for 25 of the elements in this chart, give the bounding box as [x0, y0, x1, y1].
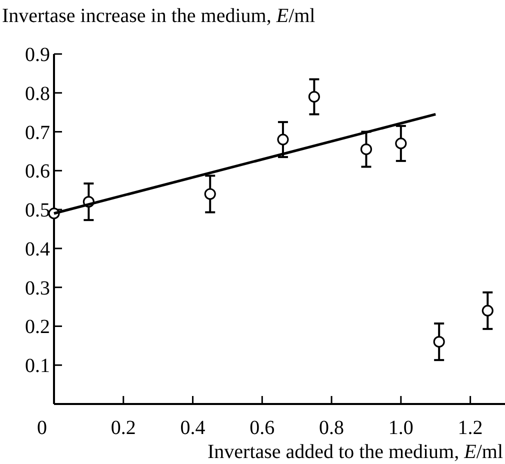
y-tick-label: 0.8 [25, 82, 50, 105]
x-tick-label: 0.4 [180, 417, 206, 439]
point [277, 134, 289, 146]
y-tick-label: 0.2 [25, 316, 50, 338]
x-tick-label: 1.2 [458, 417, 483, 439]
point [360, 143, 372, 156]
point [204, 188, 216, 200]
y-tick-label: 0.5 [25, 200, 50, 222]
y-tick-label: 0.6 [25, 160, 50, 183]
x-tick-label: 0.8 [319, 417, 344, 439]
y-tick-label: 0.3 [25, 277, 50, 300]
y-tick-label: 0.9 [25, 44, 50, 66]
x-tick-label: 0 [37, 417, 47, 439]
y-tick-label: 0.7 [25, 122, 50, 144]
x-axis-title: Invertase added to the medium, E/ml [208, 441, 504, 463]
y-tick-label: 0.4 [25, 238, 50, 260]
point [433, 336, 445, 348]
y-axis-title: Invertase increase in the medium, E/ml [2, 5, 316, 27]
x-tick-label: 0.6 [250, 417, 275, 439]
x-tick-label: 1.0 [388, 417, 414, 439]
point [395, 138, 407, 150]
y-tick-label: 0.1 [25, 355, 50, 378]
x-tick-label: 0.2 [110, 417, 136, 439]
point [482, 304, 494, 316]
point [308, 90, 320, 103]
